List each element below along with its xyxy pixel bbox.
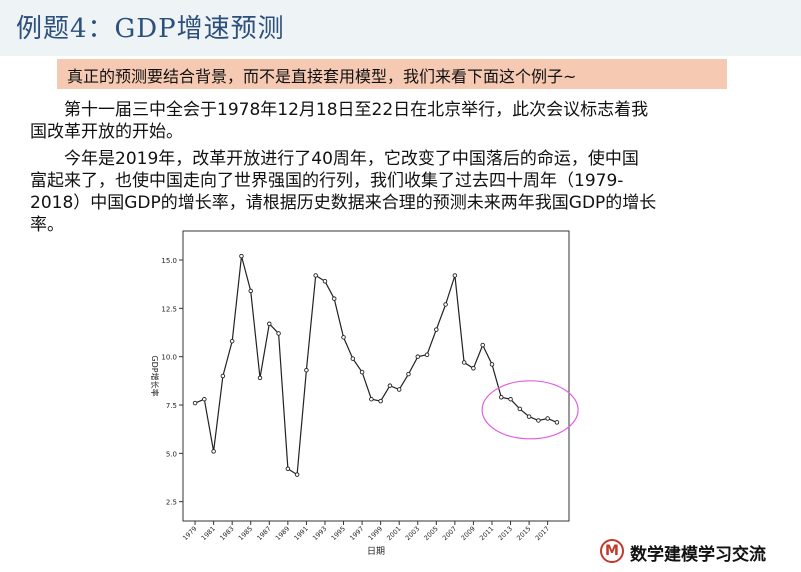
data-point xyxy=(350,356,356,361)
data-point xyxy=(378,398,383,404)
x-tick-label: 2015 xyxy=(515,525,532,542)
highlight-banner: 真正的预测要结合背景，而不是直接套用模型，我们来看下面这个例子~ xyxy=(57,59,727,89)
x-tick-label: 2001 xyxy=(385,525,402,542)
plot-frame xyxy=(182,230,570,522)
y-axis-label: GDP增长率 xyxy=(150,355,160,396)
data-point xyxy=(434,327,439,332)
paragraph-line: 今年是2019年，改革开放进行了40周年，它改变了中国落后的命运，使中国 xyxy=(64,149,639,169)
data-point xyxy=(220,373,226,379)
data-point xyxy=(545,416,550,421)
x-axis-label: 日期 xyxy=(367,546,385,557)
data-point xyxy=(508,396,513,402)
data-point xyxy=(341,335,346,340)
x-tick-label: 1985 xyxy=(237,525,254,542)
data-point xyxy=(202,396,207,402)
data-point xyxy=(331,296,337,301)
data-point xyxy=(526,414,532,419)
data-point xyxy=(396,387,402,392)
paragraph-1: 第十一届三中全会于1978年12月18日至22日在北京举行，此次会议标志着我 国… xyxy=(30,99,770,143)
paragraph-line: 第十一届三中全会于1978年12月18日至22日在北京举行，此次会议标志着我 xyxy=(64,100,649,120)
paragraph-line: 率。 xyxy=(30,215,64,235)
data-point xyxy=(313,273,318,278)
data-point xyxy=(406,371,411,377)
x-tick-label: 2003 xyxy=(404,525,421,542)
data-point xyxy=(517,406,523,412)
data-point xyxy=(554,420,560,425)
data-point xyxy=(369,396,374,402)
logo-m-icon: M xyxy=(600,539,624,563)
x-tick-label: 1979 xyxy=(181,525,198,542)
data-point xyxy=(443,302,448,307)
data-point xyxy=(480,342,485,348)
x-tick-label: 1997 xyxy=(348,525,365,542)
data-point xyxy=(499,395,504,400)
paragraph-2: 今年是2019年，改革开放进行了40周年，它改变了中国落后的命运，使中国 富起来… xyxy=(30,148,770,236)
y-tick-label: 12.5 xyxy=(161,305,177,313)
data-point xyxy=(239,253,244,259)
paragraph-line: 富起来了，也使中国走向了世界强国的行列，我们收集了过去四十周年（1979- xyxy=(30,171,624,191)
footer-text: 数学建模学习交流 xyxy=(630,545,766,565)
data-point xyxy=(294,472,300,477)
y-tick-label: 10.0 xyxy=(161,354,177,362)
x-tick-label: 2007 xyxy=(441,525,458,542)
data-point xyxy=(229,338,235,344)
data-point xyxy=(322,279,328,284)
gdp-chart: 2.5 5.0 7.5 10.0 12.5 15.0 1979 1981 1983 1985 19… xyxy=(140,228,580,562)
data-point xyxy=(285,466,291,472)
data-point xyxy=(257,375,263,381)
x-tick-label: 1983 xyxy=(218,525,235,542)
data-point xyxy=(304,367,309,373)
data-point xyxy=(192,400,198,406)
y-tick-label: 15.0 xyxy=(161,257,177,265)
data-point xyxy=(267,321,272,327)
y-tick-label: 2.5 xyxy=(166,499,177,507)
highlight-ellipse xyxy=(481,380,579,440)
x-tick-label: 1989 xyxy=(274,525,291,542)
paragraph-line: 2018）中国GDP的增长率，请根据历史数据来合理的预测未来两年我国GDP的增长 xyxy=(30,193,657,213)
gdp-line xyxy=(194,255,558,476)
data-point xyxy=(461,360,467,365)
x-tick-label: 1999 xyxy=(367,525,384,542)
x-tick-label: 2005 xyxy=(422,525,439,542)
x-tick-label: 1991 xyxy=(292,525,309,542)
x-tick-label: 1981 xyxy=(200,525,217,542)
x-tick-label: 2009 xyxy=(459,525,476,542)
page-title: 例题4：GDP增速预测 xyxy=(16,14,285,44)
data-point xyxy=(452,273,458,278)
highlight-text: 真正的预测要结合背景，而不是直接套用模型，我们来看下面这个例子~ xyxy=(67,67,577,86)
x-tick-label: 2011 xyxy=(478,525,495,542)
y-tick-label: 7.5 xyxy=(166,402,177,410)
data-point xyxy=(276,331,281,336)
data-point xyxy=(489,362,495,367)
x-tick-label: 2017 xyxy=(534,525,551,542)
title-bar: 例题4：GDP增速预测 xyxy=(0,0,801,56)
data-point xyxy=(471,366,476,371)
data-point xyxy=(248,288,253,294)
chart-svg: 2.55.07.510.012.515.0 1979 1981 1983 1985 19… xyxy=(150,230,579,557)
x-tick-label: 1995 xyxy=(330,525,347,542)
x-tick-label: 2013 xyxy=(497,525,514,542)
footer-logo: M 数学建模学习交流 xyxy=(600,537,800,565)
data-point xyxy=(415,354,421,359)
x-tick-label: 1987 xyxy=(255,525,272,542)
data-point xyxy=(359,369,365,375)
x-tick-label: 1993 xyxy=(311,525,328,542)
paragraph-line: 国改革开放的开始。 xyxy=(30,122,183,142)
data-point xyxy=(387,383,393,388)
data-point xyxy=(536,418,541,423)
y-tick-label: 5.0 xyxy=(166,450,177,458)
data-point xyxy=(424,352,430,357)
data-point xyxy=(211,449,216,454)
